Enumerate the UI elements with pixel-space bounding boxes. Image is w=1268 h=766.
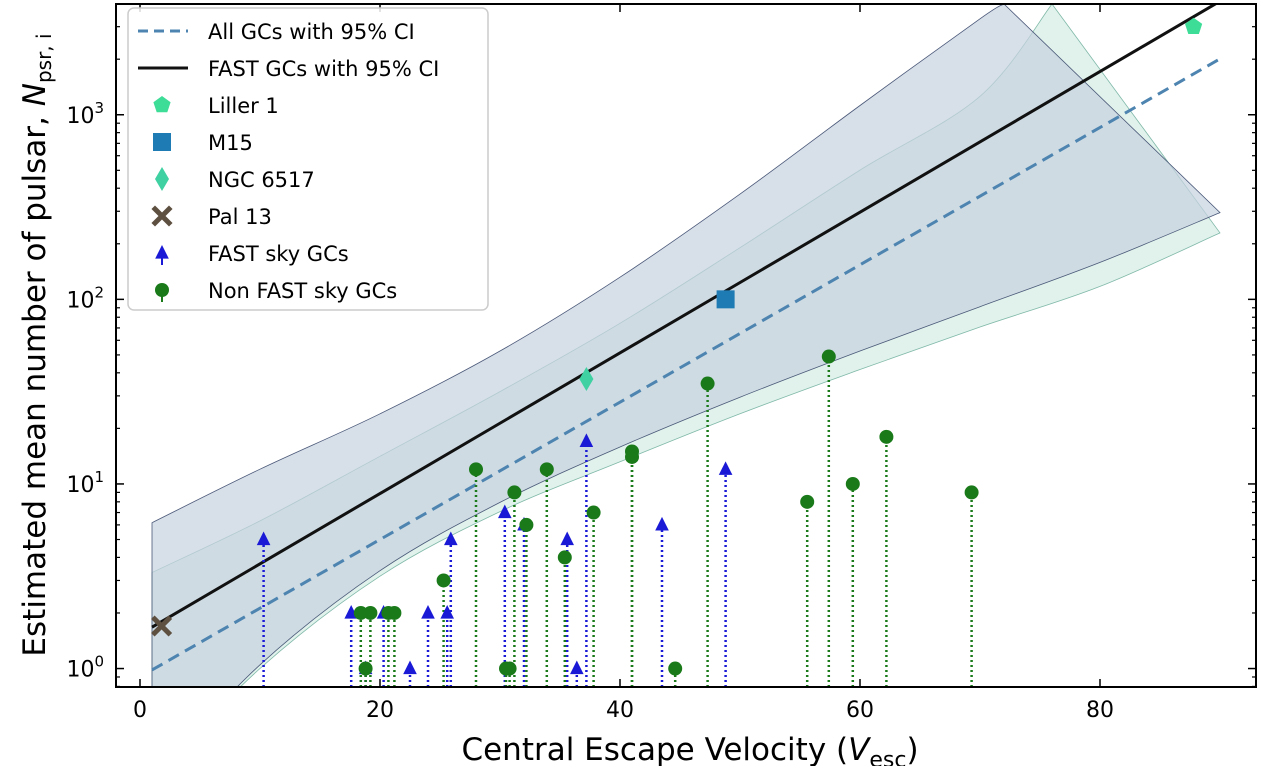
fast-sky-gc-point (579, 433, 594, 448)
legend-cross-icon (151, 205, 173, 227)
data-stems (262, 356, 973, 687)
non-fast-sky-gc-point (964, 485, 979, 500)
non-fast-sky-gc-point (700, 376, 715, 391)
non-fast-sky-gc-point (557, 550, 572, 565)
legend-box (127, 7, 489, 311)
legend-ngc-6517: NGC 6517 (155, 167, 315, 192)
non-fast-sky-gc-point (625, 449, 639, 464)
pal-13-point (151, 615, 173, 637)
fast-sky-gc-point (655, 516, 669, 531)
fast-sky-gc-point (403, 660, 417, 675)
legend-fast-sky-gcs: FAST sky GCs (155, 242, 349, 266)
plot-frame (115, 3, 1257, 688)
non-fast-sky-gc-point (507, 485, 522, 500)
legend-fast-gcs-with-95-ci: FAST GCs with 95% CI (138, 57, 439, 81)
legend-label: Pal 13 (208, 205, 272, 229)
non-fast-sky-gc-point (469, 462, 483, 477)
legend-triangle-icon (155, 245, 169, 259)
fast-sky-gc-point (560, 531, 574, 546)
x-tick-label: 0 (133, 698, 147, 723)
legend-pentagon-icon (153, 96, 171, 113)
y-tick-label: 100 (66, 653, 104, 683)
legend-diamond-icon (155, 167, 169, 191)
legend-label: M15 (208, 131, 253, 155)
data-points (151, 17, 1203, 676)
non-fast-sky-gc-point (845, 476, 860, 491)
y-axis-title: Estimated mean number of pulsar, Npsr, i (17, 33, 56, 656)
legend-all-gcs-with-95-ci: All GCs with 95% CI (138, 20, 415, 44)
ngc-6517-point (579, 367, 594, 392)
non-fast-sky-gc-point (502, 661, 517, 676)
legend-label: FAST GCs with 95% CI (208, 57, 439, 81)
legend-label: Liller 1 (208, 94, 279, 118)
legend-pal-13: Pal 13 (151, 205, 272, 229)
x-tick-label: 60 (846, 698, 874, 723)
legend-circle-icon (155, 283, 169, 297)
legend-label: All GCs with 95% CI (208, 20, 415, 44)
legend-liller-1: Liller 1 (153, 94, 279, 118)
x-tick-label: 40 (606, 698, 634, 723)
legend-square-icon (153, 133, 171, 151)
m15-point (716, 290, 735, 309)
x-tick-label: 20 (366, 698, 394, 723)
non-fast-sky-gc-point (436, 573, 451, 588)
non-fast-sky-gc-point (800, 494, 815, 509)
fast-sky-gc-point (421, 604, 435, 619)
fast-sky-gc-point (256, 531, 271, 546)
x-tick-label: 80 (1086, 698, 1114, 723)
legend-label: Non FAST sky GCs (208, 279, 397, 303)
legend-label: NGC 6517 (208, 168, 315, 192)
non-fast-sky-gc-point (879, 429, 894, 444)
liller-1-point (1185, 17, 1203, 34)
fast-sky-gc-point (570, 660, 584, 675)
legend-m15: M15 (153, 131, 253, 155)
fast-sky-gc-point (498, 504, 512, 519)
fast-sky-gc-point (444, 531, 458, 546)
all-gcs-fit-line (151, 57, 1221, 672)
y-tick-label: 102 (66, 283, 104, 313)
fit-lines (151, 4, 1221, 672)
non-fast-sky-gc-point (519, 517, 534, 532)
non-fast-sky-gc-point (363, 605, 378, 620)
non-fast-sky-gc-point (539, 462, 554, 477)
y-tick-label: 101 (66, 468, 104, 498)
fast-sky-gc-point (718, 461, 733, 475)
fast-sky-gc-point (440, 604, 454, 619)
x-axis-title: Central Escape Velocity (Vesc) (461, 732, 918, 766)
axis-ticks: 0 20 40 60 80 100 101 102 103 (66, 4, 1256, 723)
legend-label: FAST sky GCs (208, 242, 349, 266)
non-fast-sky-gc-point (387, 605, 402, 620)
fast-gcs-fit-line (151, 4, 1219, 629)
non-fast-sky-gc-point (668, 661, 683, 676)
legend-non-fast-sky-gcs: Non FAST sky GCs (155, 279, 397, 303)
non-fast-sky-gc-point (358, 661, 373, 676)
non-fast-sky-gc-point (821, 349, 836, 364)
legend: All GCs with 95% CI FAST GCs with 95% CI L… (127, 7, 489, 311)
non-fast-sky-gc-point (353, 605, 368, 620)
non-fast-sky-gc-point (586, 505, 601, 520)
y-tick-label: 103 (66, 99, 104, 129)
